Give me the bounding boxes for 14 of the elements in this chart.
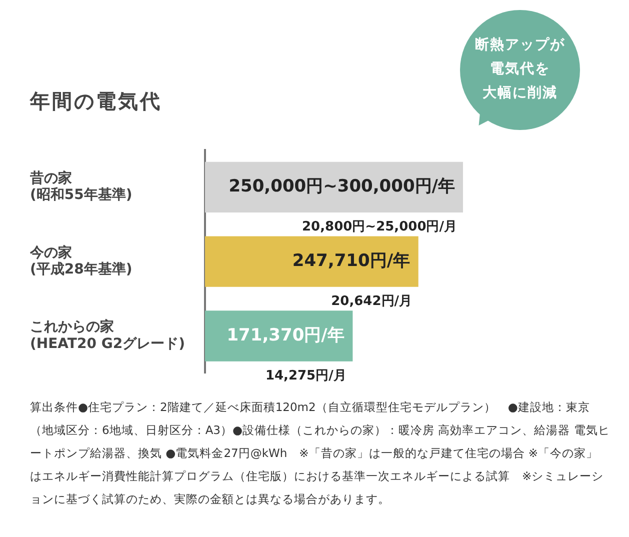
data-label: 247,710円/年 <box>292 251 410 272</box>
annotation: 20,642円/月 <box>331 294 412 309</box>
annotation: 20,800円~25,000円/月 <box>302 220 457 235</box>
data-label: 250,000円~300,000円/年 <box>228 176 455 197</box>
chart-title: 年間の電気代 <box>30 88 162 115</box>
text: 大幅に削減 <box>482 84 558 103</box>
data-label: 171,370円/年 <box>226 325 344 346</box>
annotation: 14,275円/月 <box>265 368 346 384</box>
text: 断熱アップが <box>474 36 566 55</box>
y-tick-label: これからの家 (HEAT20 G2グレード) <box>30 318 185 352</box>
text: 電気代を <box>489 60 551 79</box>
y-tick-label: 昔の家 (昭和55年基準) <box>29 169 132 204</box>
text: 算出条件●住宅プラン：2階建て／延べ床面積120m2（自立循環型住宅モデルプラン） ●建設地：東京（地域区分：6地域、日射区分：A3）●設備仕様（これからの家）：暖冷房 高効率エアコン、給湯器 電気ヒートポンプ給湯器、換気 ●電気料金27円@kWh ※「昔の家」は一般的な戸建て住宅の場合 ※「今の家」はエネルギー消費性能計算プログラム（住宅版）における基準一次エネルギーによる試算 ※シミュレーションに基づく試算のため、実際の金額とは異なる場合があります。 <box>30 399 610 508</box>
y-tick-label: 今の家 (平成28年基準) <box>29 244 132 278</box>
